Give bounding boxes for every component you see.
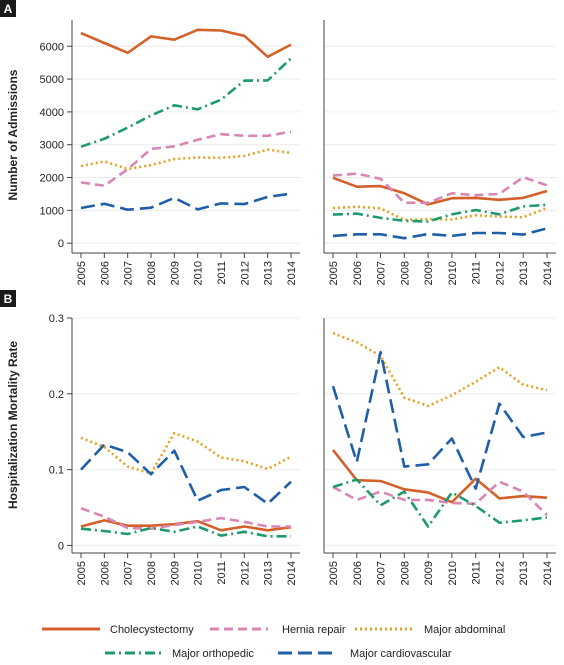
panel-a-right-x-tick-label: 2013 bbox=[518, 261, 530, 285]
panel-b-left-x-tick-label: 2007 bbox=[123, 561, 135, 585]
panel-a-right-x-tick-label: 2005 bbox=[328, 261, 340, 285]
panel-a-left-plot: 0 1000 2000 3000 4000 5000 6000 2005 2006 2007 200… bbox=[40, 20, 300, 285]
panel-a-right-x-tick-label: 2006 bbox=[352, 261, 364, 285]
panel-b-left-y-tick-label: 0.2 bbox=[49, 389, 64, 401]
panel-b-left-x-tick-label: 2006 bbox=[99, 561, 111, 585]
legend-label-major-abdominal: Major abdominal bbox=[424, 624, 505, 636]
panel-a-right-x-tick-label: 2007 bbox=[376, 261, 388, 285]
panel-a-left-x-tick-label: 2012 bbox=[239, 261, 251, 285]
panel-b-left-series-major-abdominal bbox=[80, 431, 292, 475]
panel-b-right-series-major-cardiovascular bbox=[331, 350, 548, 490]
panel-b-left-x-tick-label: 2011 bbox=[216, 561, 228, 585]
panel-a-left-x-tick-label: 2014 bbox=[286, 261, 298, 285]
panel-b-left-x-tick-label: 2013 bbox=[263, 561, 275, 585]
legend-label-hernia-repair: Hernia repair bbox=[282, 624, 346, 636]
legend-label-major-cardiovascular: Major cardiovascular bbox=[350, 648, 452, 660]
panel-b-right-x-tick-label: 2014 bbox=[542, 561, 554, 585]
panel-b-left-x-tick-label: 2005 bbox=[76, 561, 88, 585]
panel-a-left-y-tick-label: 6000 bbox=[40, 41, 64, 53]
panel-b-right-x-tick-label: 2008 bbox=[399, 561, 411, 585]
panel-a-right-plot: 2005 2006 2007 2008 2009 2010 2011 2012 2013 2014 bbox=[323, 20, 556, 285]
panel-b-left-x-tick-label: 2010 bbox=[193, 561, 205, 585]
panel-a-left-x-tick-label: 2005 bbox=[76, 261, 88, 285]
legend: Cholecystectomy Hernia repair Major abdo… bbox=[42, 624, 505, 660]
panel-b-right-x-tick-label: 2013 bbox=[518, 561, 530, 585]
panel-a-left-x-tick-label: 2011 bbox=[216, 261, 228, 285]
panel-b-left-series-major-orthopedic bbox=[80, 525, 291, 538]
y-axis-title-mortality: Hospitalization Mortality Rate bbox=[6, 341, 20, 509]
panel-b-right-plot: 2005 2006 2007 2008 2009 2010 2011 2012 2013 2014 bbox=[323, 317, 556, 585]
panel-a-left-x-tick-label: 2009 bbox=[169, 261, 181, 285]
panel-b-left-series-major-cardiovascular bbox=[80, 443, 292, 506]
panel-a-right-series-cholecystectomy bbox=[332, 176, 548, 206]
panel-a-left-x-tick-label: 2006 bbox=[99, 261, 111, 285]
panel-a-right-series-major-orthopedic bbox=[332, 203, 548, 223]
panel-b-right-series-cholecystectomy bbox=[331, 449, 548, 504]
panel-label-b-text: B bbox=[4, 292, 13, 306]
panel-a-right-x-tick-label: 2008 bbox=[399, 261, 411, 285]
panel-a-right-x-tick-label: 2012 bbox=[494, 261, 506, 285]
panel-a-left-y-tick-label: 4000 bbox=[40, 107, 64, 119]
panel-a-right-x-tick-label: 2014 bbox=[542, 261, 554, 285]
panel-a-right-x-tick-label: 2010 bbox=[447, 261, 459, 285]
panel-b-right-x-tick-label: 2005 bbox=[328, 561, 340, 585]
panel-a-left-y-tick-label: 3000 bbox=[40, 140, 64, 152]
legend-label-cholecystectomy: Cholecystectomy bbox=[110, 624, 194, 636]
panel-a-left-x-tick-label: 2010 bbox=[193, 261, 205, 285]
panel-a-left-x-tick-label: 2008 bbox=[146, 261, 158, 285]
panel-b-left-x-tick-label: 2014 bbox=[286, 561, 298, 585]
panel-b-right-x-tick-label: 2012 bbox=[494, 561, 506, 585]
panel-a-right-series-major-cardiovascular bbox=[332, 227, 548, 240]
panel-a-left-series-major-cardiovascular bbox=[80, 192, 292, 211]
legend-label-major-orthopedic: Major orthopedic bbox=[172, 648, 254, 660]
panel-b-left-y-tick-label: 0.1 bbox=[49, 465, 64, 477]
panel-a-right-series-hernia-repair bbox=[332, 172, 548, 205]
panel-b-right-series-hernia-repair bbox=[332, 480, 548, 517]
panel-a-left-series-cholecystectomy bbox=[80, 28, 292, 59]
panel-b-left-x-tick-label: 2009 bbox=[169, 561, 181, 585]
panel-a-right-series-major-abdominal bbox=[332, 205, 548, 222]
panel-a-left-series-major-orthopedic bbox=[80, 57, 292, 148]
panel-b-right-x-tick-label: 2009 bbox=[423, 561, 435, 585]
y-axis-title-admissions: Number of Admissions bbox=[6, 69, 20, 200]
panel-a-left-y-tick-label: 0 bbox=[58, 238, 64, 250]
panel-b-left-plot: 0 0.1 0.2 0.3 2005 2006 2007 2008 2009 2010 2011 20… bbox=[49, 313, 300, 585]
panel-b-right-x-tick-label: 2006 bbox=[352, 561, 364, 585]
panel-a-left-series-major-abdominal bbox=[80, 148, 292, 171]
panel-b-right-x-tick-label: 2011 bbox=[471, 561, 483, 585]
panel-b-left-x-tick-label: 2008 bbox=[146, 561, 158, 585]
panel-a-left-x-tick-label: 2007 bbox=[123, 261, 135, 285]
panel-b-left-x-tick-label: 2012 bbox=[239, 561, 251, 585]
panel-a-left-y-tick-label: 1000 bbox=[40, 205, 64, 217]
panel-a-right-x-tick-label: 2009 bbox=[423, 261, 435, 285]
panel-b-left-y-tick-label: 0 bbox=[58, 540, 64, 552]
panel-a-left-y-tick-label: 2000 bbox=[40, 173, 64, 185]
panel-b-right-series-major-orthopedic bbox=[332, 478, 548, 528]
panel-label-a-text: A bbox=[4, 2, 13, 16]
panel-a-left-series-hernia-repair bbox=[80, 130, 292, 187]
panel-label-a: A bbox=[0, 0, 16, 17]
panel-b-left-series-cholecystectomy bbox=[80, 519, 292, 532]
panel-a-right-x-tick-label: 2011 bbox=[471, 261, 483, 285]
panel-b-right-x-tick-label: 2010 bbox=[447, 561, 459, 585]
panel-a-left-x-tick-label: 2013 bbox=[263, 261, 275, 285]
panel-label-b: B bbox=[0, 290, 16, 307]
panel-b-left-y-tick-label: 0.3 bbox=[49, 313, 64, 325]
panel-b-right-x-tick-label: 2007 bbox=[376, 561, 388, 585]
panel-a-left-y-tick-label: 5000 bbox=[40, 74, 64, 86]
